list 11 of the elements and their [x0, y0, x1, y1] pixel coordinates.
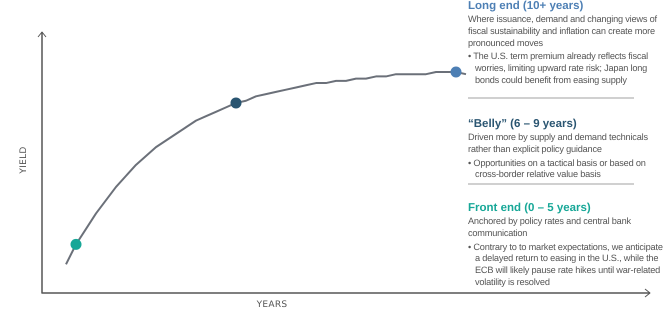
annotation: Anchored by policy rates and central bank communication [468, 216, 632, 240]
annotation: • Contrary to to market expectations, we anticipate a delayed return to easing in the U.S., while the ECB will likely pause rate hikes until war-related volatility is resolved [468, 242, 664, 289]
text: Long end (10+ years) [468, 0, 584, 12]
x-axis-title: YEARS [256, 300, 288, 310]
annotation: Driven more by supply and demand technicals rather than explicit policy guidance [468, 132, 649, 156]
annotation: • Opportunities on a tactical basis or based on cross-border relative value basis [468, 158, 647, 182]
annotation: Front end (0 – 5 years) [468, 202, 592, 214]
y-axis-title: YIELD [19, 146, 29, 174]
annotation: “Belly” (6 – 9 years) [468, 118, 578, 130]
text: Where issuance, demand and changing views of fiscal sustainability and inflation can create more pronounced moves [468, 14, 658, 50]
annotation: • The U.S. term premium already reflects fiscal worries, limiting upward rate risk; Japan long bonds could benefit from easing supply [468, 51, 650, 87]
